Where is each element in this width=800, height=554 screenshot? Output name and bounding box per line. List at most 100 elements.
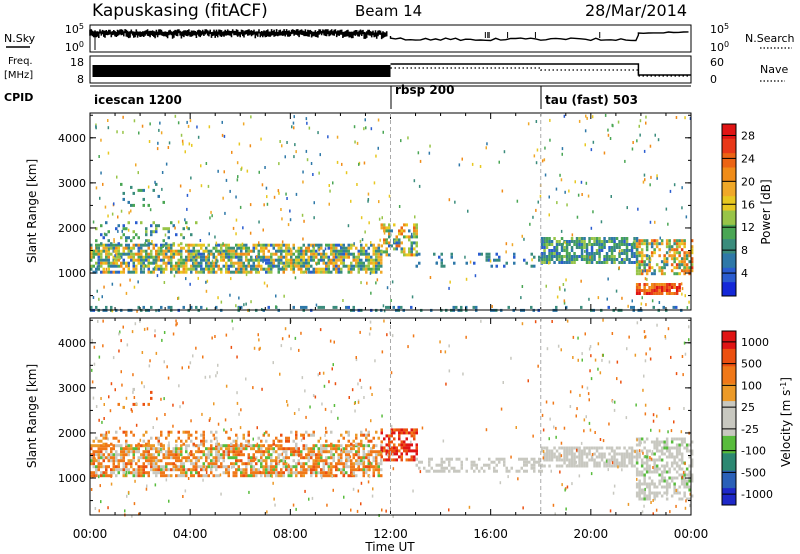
heatmap-cell bbox=[408, 238, 411, 242]
heatmap-cell bbox=[415, 235, 418, 239]
heatmap-cell bbox=[147, 439, 150, 443]
heatmap-cell bbox=[365, 453, 368, 457]
heatmap-cell bbox=[235, 267, 238, 271]
heatmap-cell bbox=[127, 471, 130, 475]
heatmap-cell bbox=[545, 449, 549, 453]
heatmap-cell bbox=[590, 472, 593, 476]
heatmap-cell bbox=[107, 252, 110, 256]
heatmap-cell bbox=[97, 456, 100, 460]
heatmap-cell bbox=[355, 474, 358, 478]
heatmap-cell bbox=[555, 187, 558, 191]
heatmap-cell bbox=[678, 263, 681, 267]
heatmap-cell bbox=[576, 215, 579, 219]
heatmap-cell bbox=[330, 258, 333, 262]
heatmap-cell bbox=[242, 453, 245, 457]
heatmap-cell bbox=[591, 115, 594, 119]
heatmap-cell bbox=[300, 465, 303, 469]
heatmap-cell bbox=[220, 255, 223, 259]
heatmap-cell bbox=[137, 243, 140, 247]
heatmap-cell bbox=[380, 261, 383, 265]
heatmap-cell bbox=[498, 255, 501, 259]
heatmap-cell bbox=[288, 334, 290, 338]
heatmap-cell bbox=[252, 243, 255, 247]
heatmap-cell bbox=[122, 471, 125, 475]
heatmap-cell bbox=[669, 510, 671, 514]
heatmap-cell bbox=[352, 258, 355, 262]
heatmap-cell bbox=[640, 449, 644, 453]
heatmap-cell bbox=[623, 458, 626, 462]
heatmap-cell bbox=[460, 463, 463, 467]
heatmap-cell bbox=[180, 465, 183, 469]
heatmap-cell bbox=[285, 249, 288, 253]
heatmap-cell bbox=[170, 430, 173, 434]
heatmap-cell bbox=[267, 267, 270, 271]
heatmap-cell bbox=[332, 474, 335, 478]
heatmap-cell bbox=[569, 390, 572, 394]
heatmap-cell bbox=[192, 462, 195, 466]
heatmap-cell bbox=[660, 286, 664, 289]
heatmap-cell bbox=[217, 264, 220, 268]
heatmap-cell bbox=[256, 426, 258, 430]
heatmap-cell bbox=[523, 460, 526, 464]
heatmap-cell bbox=[250, 255, 253, 259]
heatmap-cell bbox=[688, 479, 691, 483]
heatmap-cell bbox=[667, 222, 669, 226]
heatmap-cell bbox=[156, 147, 159, 151]
heatmap-cell bbox=[190, 267, 193, 271]
heatmap-cell bbox=[377, 246, 380, 250]
heatmap-cell bbox=[639, 133, 641, 137]
heatmap-cell bbox=[292, 439, 295, 443]
heatmap-cell bbox=[665, 488, 669, 492]
heatmap-cell bbox=[210, 210, 212, 214]
heatmap-cell bbox=[365, 471, 368, 475]
heatmap-cell bbox=[613, 461, 616, 465]
heatmap-cell bbox=[249, 231, 252, 235]
heatmap-cell bbox=[685, 449, 689, 453]
heatmap-cell bbox=[543, 255, 546, 258]
heatmap-cell bbox=[592, 210, 594, 214]
heatmap-cell bbox=[653, 248, 656, 252]
heatmap-cell bbox=[543, 249, 546, 252]
heatmap-cell bbox=[337, 258, 340, 262]
heatmap-cell bbox=[398, 238, 401, 242]
heatmap-cell bbox=[240, 261, 243, 265]
heatmap-cell bbox=[355, 264, 358, 268]
heatmap-cell bbox=[262, 450, 265, 454]
heatmap-cell bbox=[145, 447, 148, 451]
heatmap-cell bbox=[584, 143, 586, 147]
heatmap-cell bbox=[195, 430, 198, 434]
heatmap-cell bbox=[115, 430, 118, 434]
heatmap-cell bbox=[270, 459, 273, 463]
heatmap-cell bbox=[315, 459, 318, 463]
heatmap-cell bbox=[147, 239, 150, 243]
heatmap-cell bbox=[101, 295, 103, 299]
heatmap-cell bbox=[653, 440, 656, 444]
heatmap-cell bbox=[664, 336, 667, 340]
heatmap-cell bbox=[263, 281, 266, 285]
heatmap-cell bbox=[528, 460, 531, 464]
heatmap-cell bbox=[630, 246, 634, 249]
colorbar-swatch bbox=[722, 452, 736, 471]
heatmap-cell bbox=[161, 187, 163, 191]
heatmap-cell bbox=[415, 253, 418, 257]
heatmap-cell bbox=[220, 267, 223, 271]
heatmap-cell bbox=[645, 263, 649, 267]
heatmap-cell bbox=[410, 434, 413, 438]
heatmap-cell bbox=[568, 464, 571, 468]
heatmap-cell bbox=[342, 462, 345, 466]
heatmap-cell bbox=[235, 195, 237, 199]
heatmap-cell bbox=[648, 491, 651, 495]
heatmap-cell bbox=[102, 344, 104, 348]
heatmap-cell bbox=[636, 321, 639, 325]
heatmap-cell bbox=[90, 488, 93, 491]
heatmap-cell bbox=[535, 460, 538, 464]
heatmap-cell bbox=[368, 332, 371, 336]
heatmap-cell bbox=[533, 457, 536, 461]
heatmap-cell bbox=[635, 470, 639, 474]
heatmap-cell bbox=[324, 247, 327, 251]
heatmap-cell bbox=[563, 261, 566, 264]
heatmap-cell bbox=[675, 372, 678, 376]
heatmap-cell bbox=[337, 416, 339, 420]
heatmap-cell bbox=[119, 256, 121, 260]
heatmap-cell bbox=[322, 371, 325, 375]
